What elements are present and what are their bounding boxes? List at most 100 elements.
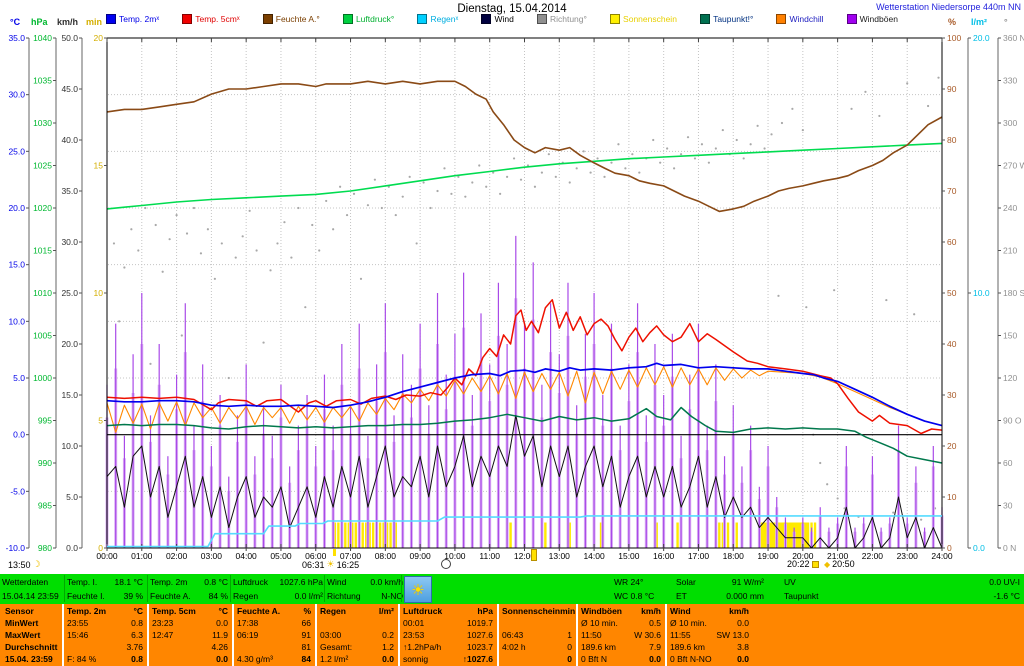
- status-label: WR 24°: [614, 577, 644, 587]
- legend-item-temp-2m[interactable]: Temp. 2mˣ: [106, 14, 159, 24]
- legend-label: Windchill: [789, 14, 824, 24]
- y-tick-temp: 35.0: [8, 33, 25, 43]
- y-tick-pct: 0: [947, 543, 952, 553]
- stats-cell: F: 84 %: [67, 654, 97, 664]
- series-richtung: [112, 76, 940, 521]
- status-cell-solar-et: Solar 91 W/m² ET 0.000 mm: [676, 575, 764, 603]
- stats-cell: 06:19: [237, 630, 259, 640]
- stats-separator: [232, 604, 234, 666]
- chart-legend: Temp. 2mˣ Temp. 5cmˣ Feuchte A.° Luftdruck°…: [106, 14, 898, 24]
- x-tick-label: 20:00: [792, 551, 814, 561]
- legend-item-regen[interactable]: Regenˣ: [417, 14, 458, 24]
- x-tick-label: 02:00: [166, 551, 188, 561]
- stats-cell: 00:01: [403, 618, 425, 628]
- x-tick-label: 01:00: [131, 551, 153, 561]
- legend-item-taupunkt[interactable]: Taupunkt!°: [700, 14, 753, 24]
- status-separator: [230, 575, 231, 602]
- stats-separator: [497, 604, 499, 666]
- series-temp5cm: [106, 299, 943, 435]
- status-label: Wind: [327, 577, 347, 587]
- y-tick-pct: 100: [947, 33, 961, 43]
- status-label: Temp. I.: [67, 577, 98, 587]
- stats-cell: 1.2 l/m²: [320, 654, 349, 664]
- stats-cell-value: 0.0: [382, 654, 394, 664]
- series-sonnenschein: [333, 522, 817, 548]
- stats-cell-value: 1.2: [382, 642, 394, 652]
- y-tick-hpa: 1040: [33, 33, 52, 43]
- stats-cell: sonnig: [403, 654, 429, 664]
- y-tick-kmh: 5.0: [66, 492, 78, 502]
- legend-item-windboeen[interactable]: Windböen: [846, 14, 898, 24]
- y-tick-sun: 5: [98, 416, 103, 426]
- legend-item-richtung[interactable]: Richtung°: [536, 14, 587, 24]
- stats-cell: Sensor: [5, 606, 34, 616]
- x-tick-label: 00:00: [96, 551, 118, 561]
- legend-label: Windböen: [859, 14, 898, 24]
- status-value: 0.0 km/h: [370, 577, 403, 587]
- sonnenschein-swatch-icon: [610, 14, 621, 24]
- legend-item-temp-5cm[interactable]: Temp. 5cmˣ: [182, 14, 240, 24]
- status-label: Regen: [233, 591, 259, 601]
- x-tick-label: 11:00: [479, 551, 500, 561]
- x-tick-label: 24:00: [931, 551, 953, 561]
- legend-item-luftdruck[interactable]: Luftdruck°: [342, 14, 394, 24]
- y-tick-rain: 10.0: [973, 288, 990, 298]
- sunset-note: 20:22: [787, 559, 819, 569]
- feuchte-a-swatch-icon: [262, 14, 273, 24]
- y-tick-dir: 240: [1003, 203, 1017, 213]
- stats-cell: 11:55: [670, 630, 691, 640]
- stats-cell: 23:53: [403, 630, 425, 640]
- stats-cell-value: 1023.7: [467, 642, 493, 652]
- status-label: ET: [676, 591, 687, 601]
- stats-cell-value: 84: [301, 654, 311, 664]
- y-tick-temp: 10.0: [8, 316, 25, 326]
- y-tick-temp: 30.0: [8, 90, 25, 100]
- stats-cell-value: 91: [301, 630, 311, 640]
- status-label: Luftdruck: [233, 577, 268, 587]
- stats-cell-value: hPa: [477, 606, 493, 616]
- x-tick-label: 22:00: [862, 551, 884, 561]
- current-readings-bar: Wetterdaten 15.04.14 23:59 Temp. I. 18.1 °C…: [0, 574, 1024, 604]
- stats-cell-value: °C: [133, 606, 143, 616]
- stats-cell-value: %: [303, 606, 311, 616]
- stats-cell-value: 0.0: [216, 618, 228, 628]
- stats-cell: 12:47: [152, 630, 174, 640]
- stats-cell-value: W 30.6: [634, 630, 661, 640]
- status-separator: [147, 575, 148, 602]
- stats-cell: 23:55: [67, 618, 89, 628]
- x-tick-label: 18:00: [723, 551, 745, 561]
- y-tick-temp: 15.0: [8, 260, 25, 270]
- page-title: Dienstag, 15.04.2014: [457, 3, 567, 15]
- y-tick-kmh: 30.0: [61, 237, 78, 247]
- stats-cell-value: 0.5: [649, 618, 661, 628]
- legend-item-windchill[interactable]: Windchill: [776, 14, 824, 24]
- stats-cell-value: 1027.6: [467, 630, 493, 640]
- stats-cell-value: 3.76: [126, 642, 143, 652]
- stats-cell-value: 6.3: [131, 630, 143, 640]
- y-tick-dir: 0 N: [1003, 543, 1016, 553]
- stats-cell: 06:43: [502, 630, 524, 640]
- status-value: 0.000 mm: [726, 591, 764, 601]
- y-tick-sun: 20: [94, 33, 104, 43]
- legend-item-feuchte-a[interactable]: Feuchte A.°: [262, 14, 320, 24]
- legend-label: Wind: [494, 14, 514, 24]
- y-tick-pct: 80: [947, 135, 957, 145]
- luftdruck-swatch-icon: [342, 14, 353, 24]
- stats-cell: Gesamt:: [320, 642, 353, 652]
- y-tick-pct: 30: [947, 390, 957, 400]
- stats-cell: Durchschnitt: [5, 642, 58, 652]
- stats-cell: Ø 10 min.: [581, 618, 618, 628]
- stats-cell: Temp. 2m: [67, 606, 107, 616]
- wind-swatch-icon: [481, 14, 492, 24]
- series-temp2m: [106, 362, 943, 427]
- y-tick-dir: 180 S: [1003, 288, 1024, 298]
- status-label: UV: [784, 577, 796, 587]
- status-separator: [324, 575, 325, 602]
- stats-cell: 0 Bft N-NO: [670, 654, 712, 664]
- station-name: Wetterstation Niedersorpe 440m NN: [876, 2, 1021, 12]
- status-value: N-NO: [381, 591, 403, 601]
- legend-label: Feuchte A.°: [275, 14, 320, 24]
- y-tick-dir: 60: [1003, 458, 1013, 468]
- legend-item-sonnenschein[interactable]: Sonnenschein: [610, 14, 677, 24]
- legend-item-wind[interactable]: Wind: [481, 14, 514, 24]
